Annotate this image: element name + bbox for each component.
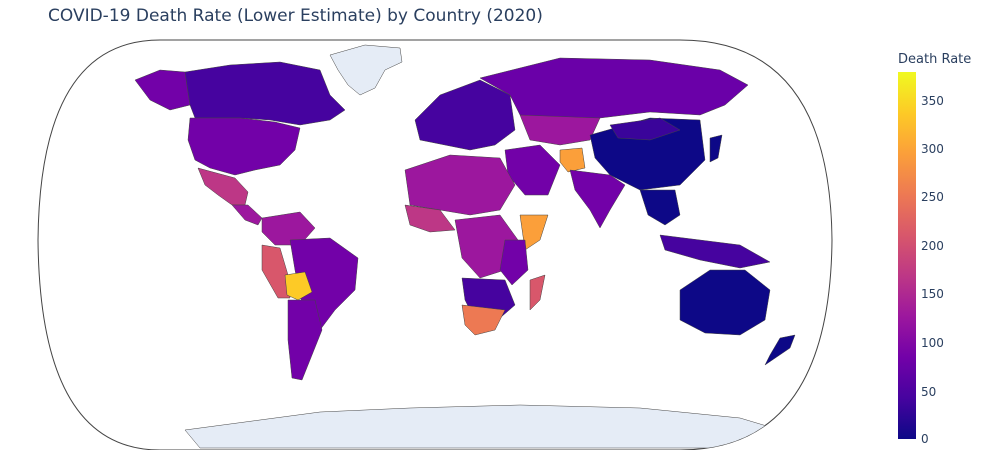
country-greenland[interactable] xyxy=(329,44,403,96)
country-indonesia[interactable] xyxy=(659,234,771,269)
colorbar-tick-label: 350 xyxy=(921,94,944,108)
country-india[interactable] xyxy=(569,169,626,229)
country-australia[interactable] xyxy=(679,269,771,336)
colorbar-tick-label: 300 xyxy=(921,142,944,156)
colorbar-tick-label: 150 xyxy=(921,287,944,301)
country-peru[interactable] xyxy=(261,244,291,299)
colorbar-tick-label: 100 xyxy=(921,336,944,350)
country-argentina[interactable] xyxy=(287,299,323,381)
country-mongolia[interactable] xyxy=(609,117,681,141)
country-antarctica[interactable] xyxy=(184,404,781,449)
colorbar xyxy=(898,72,916,439)
chart-title: COVID-19 Death Rate (Lower Estimate) by … xyxy=(48,6,543,26)
colorbar-tick-label: 0 xyxy=(921,432,929,446)
country-africa-north[interactable] xyxy=(404,154,516,216)
colorbar-tick-label: 250 xyxy=(921,190,944,204)
country-europe[interactable] xyxy=(414,79,516,151)
country-new-zealand[interactable] xyxy=(764,334,796,366)
colorbar-title: Death Rate xyxy=(898,52,972,67)
country-se-asia[interactable] xyxy=(639,189,681,226)
country-central-america[interactable] xyxy=(231,204,263,226)
colorbar-tick-label: 50 xyxy=(921,385,937,399)
country-east-africa[interactable] xyxy=(499,239,529,286)
country-japan[interactable] xyxy=(709,134,723,163)
country-madagascar[interactable] xyxy=(529,274,546,311)
country-bolivia[interactable] xyxy=(284,271,313,301)
country-south-africa[interactable] xyxy=(461,304,506,336)
country-usa[interactable] xyxy=(187,117,301,176)
country-africa-west[interactable] xyxy=(404,204,456,233)
country-kazakhstan[interactable] xyxy=(519,114,601,146)
country-afghanistan[interactable] xyxy=(559,147,586,173)
country-somalia[interactable] xyxy=(519,214,549,251)
colorbar-tick-label: 200 xyxy=(921,239,944,253)
